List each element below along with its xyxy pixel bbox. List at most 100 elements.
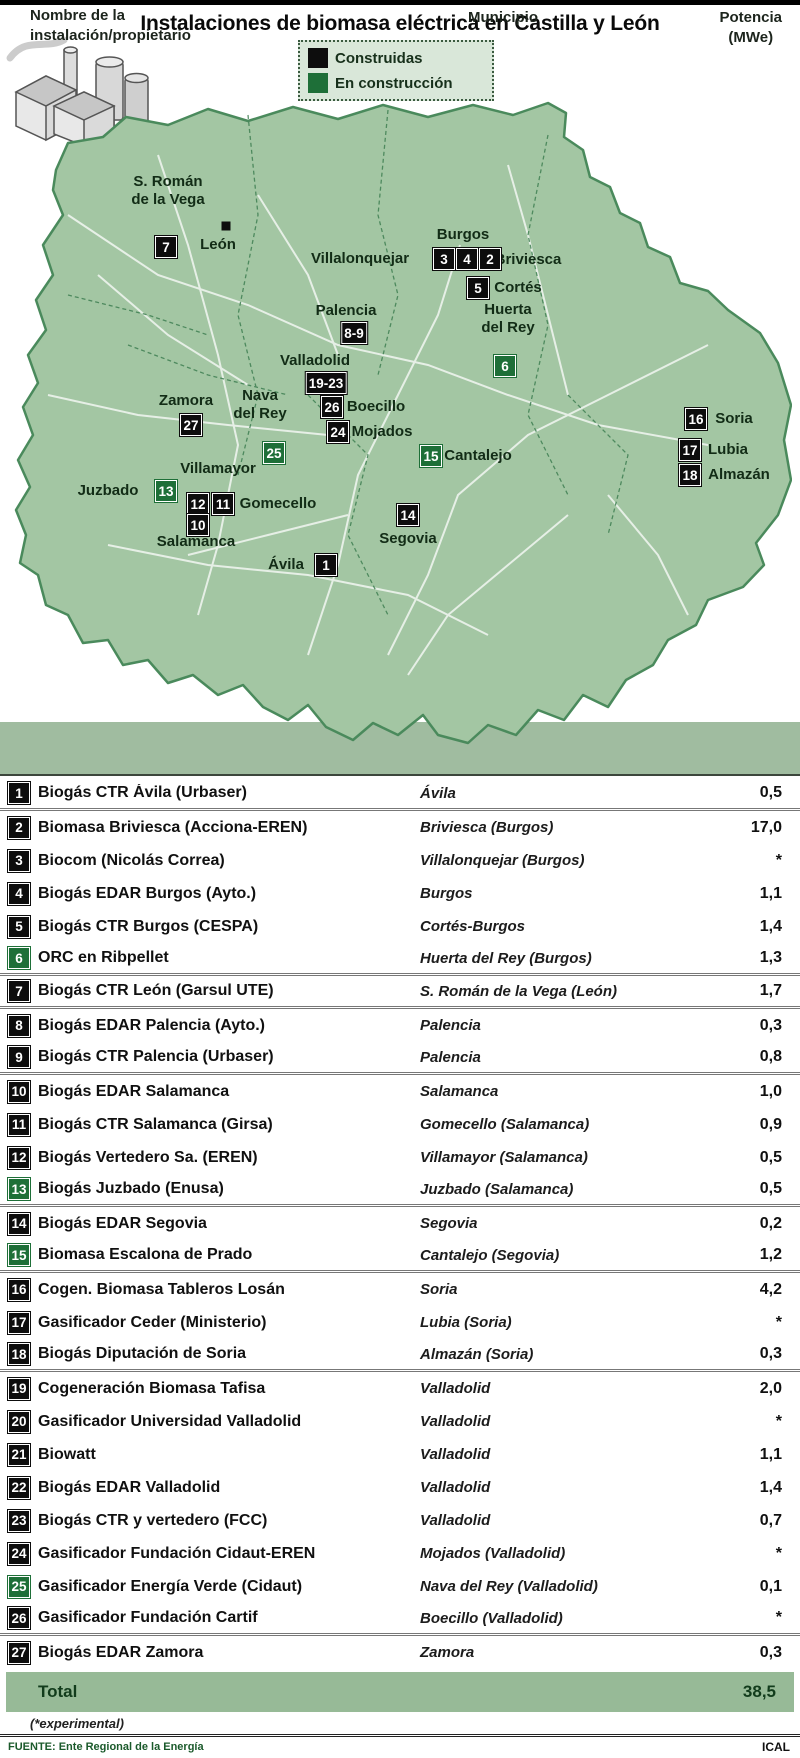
municipio: Salamanca	[420, 1083, 499, 1100]
installation-name: Biogás EDAR Salamanca	[38, 1082, 230, 1100]
map-marker-15: 15	[419, 444, 443, 468]
power-value: 1,4	[759, 917, 782, 935]
municipio: Juzbado (Salamanca)	[420, 1180, 574, 1198]
map-label: Valladolid	[279, 352, 351, 369]
table-row: 25 Gasificador Energía Verde (Cidaut) Nava…	[0, 1570, 800, 1603]
factory-icon	[6, 36, 149, 148]
map-marker-2: 2	[478, 247, 502, 271]
installation-name: Cogeneración Biomasa Tafisa	[38, 1379, 266, 1397]
table-row: 17 Gasificador Ceder (Ministerio) Lubia (S…	[0, 1306, 800, 1339]
table-row: 1 Biogás CTR Ávila (Urbaser) Ávila 0,5	[0, 778, 800, 811]
map-label: Segovia	[379, 530, 437, 547]
table-row: 3 Biocom (Nicolás Correa) Villalonquejar (…	[0, 844, 800, 877]
power-value: 0,7	[759, 1511, 782, 1529]
total-row: Total 38,5	[6, 1672, 794, 1712]
installation-name: Biogás CTR Burgos (CESPA)	[38, 917, 259, 935]
municipio: Zamora	[420, 1644, 475, 1661]
row-number-badge: 24	[7, 1541, 31, 1566]
map-label: Mojados	[351, 423, 413, 440]
municipio: Burgos	[420, 885, 473, 902]
installation-name: Biogás EDAR Zamora	[38, 1643, 204, 1661]
installation-name: Gasificador Energía Verde (Cidaut)	[38, 1577, 303, 1595]
column-header-municipio: Municipio	[468, 9, 538, 26]
map-marker-25: 25	[262, 441, 286, 465]
table-row: 14 Biogás EDAR Segovia Segovia 0,2	[0, 1207, 800, 1240]
table-row: 19 Cogeneración Biomasa Tafisa Valladolid 2…	[0, 1372, 800, 1405]
row-number-badge: 17	[7, 1310, 31, 1335]
municipio: Briviesca (Burgos)	[420, 819, 554, 836]
row-number-badge: 7	[7, 979, 31, 1003]
power-value: 0,9	[759, 1115, 782, 1133]
row-number-badge: 4	[7, 881, 31, 906]
municipio: Ávila	[420, 784, 456, 802]
municipio: Boecillo (Valladolid)	[420, 1609, 563, 1627]
map-marker-17: 17	[678, 438, 702, 462]
municipio: Valladolid	[420, 1512, 491, 1529]
legend-label: Construidas	[335, 49, 423, 67]
row-number-badge: 9	[7, 1045, 31, 1069]
municipio: Gomecello (Salamanca)	[420, 1116, 590, 1133]
power-value: 2,0	[759, 1379, 782, 1397]
row-number-badge: 21	[7, 1442, 31, 1467]
power-value: 0,5	[759, 784, 782, 801]
map-marker-10: 10	[186, 513, 210, 537]
municipio: Nava del Rey (Valladolid)	[420, 1578, 598, 1595]
table-row: 15 Biomasa Escalona de Prado Cantalejo (Se…	[0, 1240, 800, 1273]
table-row: 9 Biogás CTR Palencia (Urbaser) Palencia 0,…	[0, 1042, 800, 1075]
table-row: 13 Biogás Juzbado (Enusa) Juzbado (Salaman…	[0, 1174, 800, 1207]
municipio: Villalonquejar (Burgos)	[420, 852, 585, 869]
installation-name: Biogás Diputación de Soria	[38, 1345, 247, 1362]
row-number-badge: 14	[7, 1211, 31, 1236]
power-value: 1,1	[759, 1445, 782, 1463]
table-row: 16 Cogen. Biomasa Tableros Losán Soria 4,2	[0, 1273, 800, 1306]
row-number-badge: 25	[7, 1574, 31, 1599]
row-number-badge: 5	[7, 914, 31, 939]
municipio: Cortés-Burgos	[420, 918, 526, 935]
installation-name: Biogás CTR y vertedero (FCC)	[38, 1511, 268, 1529]
installation-name: Gasificador Universidad Valladolid	[38, 1412, 302, 1430]
power-value: 0,3	[759, 1016, 782, 1034]
row-number-badge: 16	[7, 1277, 31, 1302]
row-number-badge: 22	[7, 1475, 31, 1500]
table-body: 1 Biogás CTR Ávila (Urbaser) Ávila 0,5 2 Biom…	[0, 778, 800, 1669]
map-marker-8-9: 8-9	[340, 321, 368, 345]
map-marker-14: 14	[396, 503, 420, 527]
installation-name: Biomasa Briviesca (Acciona-EREN)	[38, 818, 308, 836]
map-marker-6: 6	[493, 354, 517, 378]
table-row: 20 Gasificador Universidad Valladolid Vall…	[0, 1405, 800, 1438]
municipio: Palencia	[420, 1017, 481, 1034]
installation-name: Biogás Vertedero Sa. (EREN)	[38, 1148, 258, 1166]
row-number-badge: 19	[7, 1376, 31, 1401]
legend-label: En construcción	[335, 74, 453, 92]
row-number-badge: 10	[7, 1079, 31, 1104]
map-label: Burgos	[436, 226, 490, 243]
map-label: S. Román de la Vega	[131, 173, 205, 208]
power-value: *	[775, 1412, 782, 1430]
power-value: *	[775, 1609, 782, 1626]
map-marker-27: 27	[179, 413, 203, 437]
municipio: Valladolid	[420, 1479, 491, 1496]
table-row: 12 Biogás Vertedero Sa. (EREN) Villamayor …	[0, 1141, 800, 1174]
map-label: Soria	[715, 410, 753, 427]
map-marker-11: 11	[211, 492, 235, 516]
map-shape	[14, 101, 792, 745]
row-number-badge: 27	[7, 1640, 31, 1665]
table-row: 22 Biogás EDAR Valladolid Valladolid 1,4	[0, 1471, 800, 1504]
legend-item-built: Construidas	[308, 48, 484, 68]
table-row: 21 Biowatt Valladolid 1,1	[0, 1438, 800, 1471]
installation-name: Cogen. Biomasa Tableros Losán	[38, 1280, 285, 1298]
map-label: Salamanca	[156, 533, 236, 550]
row-number-badge: 8	[7, 1013, 31, 1038]
map-label: Juzbado	[77, 482, 139, 499]
power-value: 0,5	[759, 1148, 782, 1166]
power-value: 1,7	[759, 982, 782, 999]
table-row: 26 Gasificador Fundación Cartif Boecillo (…	[0, 1603, 800, 1636]
row-number-badge: 18	[7, 1342, 31, 1366]
map-marker-26: 26	[320, 395, 344, 419]
map-marker-4: 4	[455, 247, 479, 271]
map-label: Huerta del Rey	[481, 301, 535, 336]
row-number-badge: 11	[7, 1112, 31, 1137]
row-number-badge: 6	[7, 946, 31, 970]
map-label: León	[200, 236, 236, 253]
